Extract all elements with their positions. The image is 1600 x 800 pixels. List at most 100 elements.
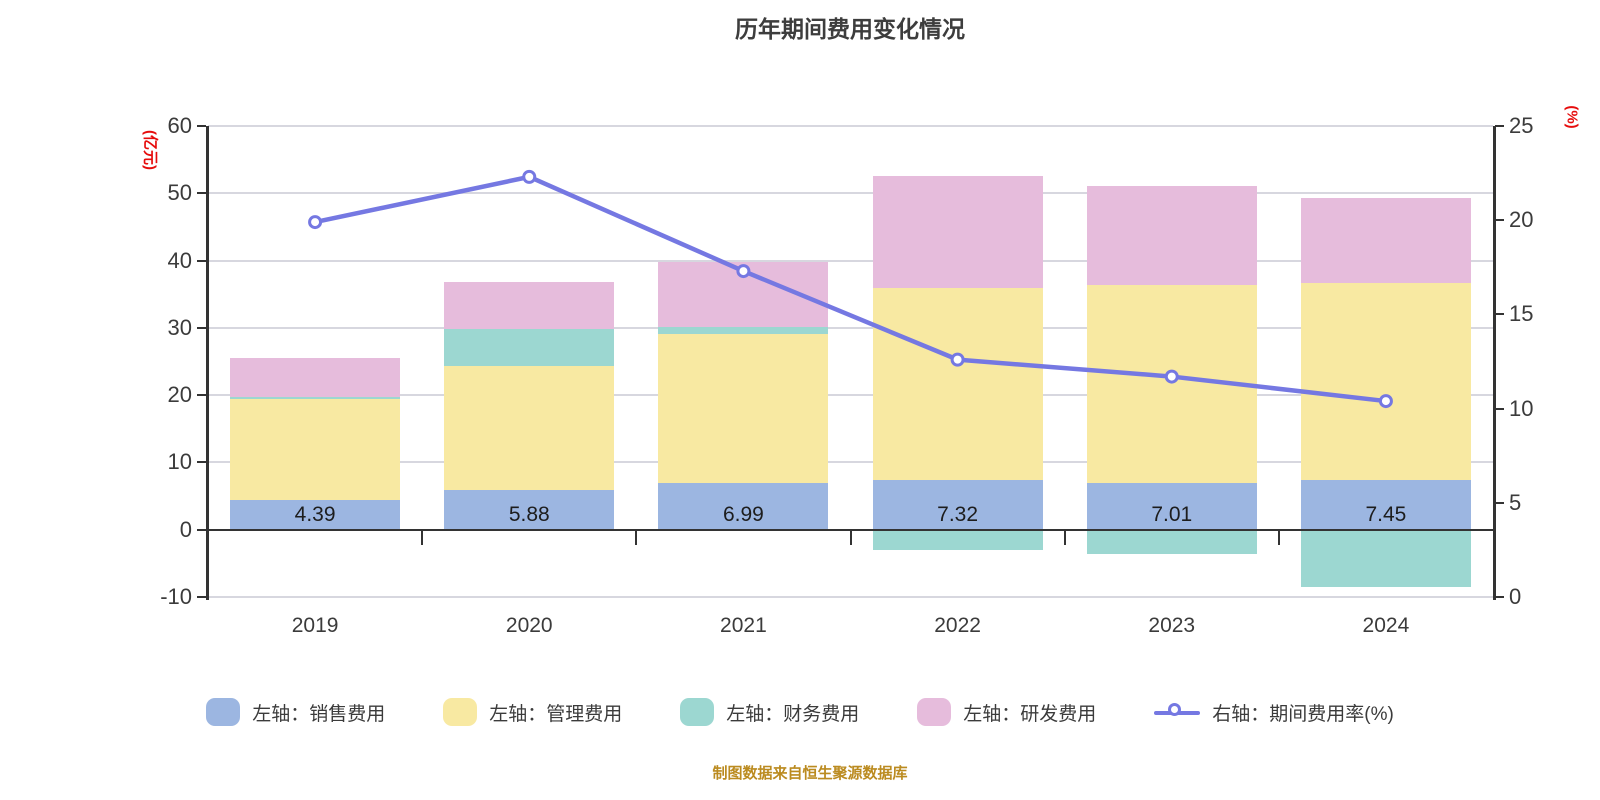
legend-dot-icon (1168, 703, 1182, 716)
left-axis-tick-label: 40 (167, 247, 192, 273)
grid-line (208, 461, 1493, 464)
x-axis-label: 2021 (720, 614, 767, 637)
left-axis-tick-label: 0 (179, 516, 192, 542)
left-axis-tick-label: 30 (167, 314, 192, 340)
bar-segment (658, 327, 829, 334)
left-axis-tick-label: -10 (160, 584, 192, 609)
bar-value-label: 7.32 (937, 502, 979, 526)
left-axis-tick-label: 10 (167, 449, 192, 475)
legend-label: 左轴：管理费用 (489, 703, 623, 725)
bar-segment (230, 397, 401, 400)
left-axis-tick (197, 528, 206, 531)
right-axis-unit-label: (%) (1563, 105, 1581, 129)
right-axis-tick (1495, 407, 1504, 410)
legend-item-line[interactable]: 右轴：期间费用率(%) (1154, 698, 1394, 726)
line-data-marker (522, 169, 537, 184)
left-axis-unit-label: (亿元) (141, 130, 159, 170)
left-axis-tick (197, 259, 206, 262)
grid-line (208, 125, 1493, 127)
x-axis-tick (849, 529, 852, 545)
left-axis-tick (197, 326, 206, 329)
x-axis-label: 2023 (1148, 614, 1196, 637)
bar-segment (1300, 479, 1471, 530)
legend-swatch-icon (206, 698, 241, 726)
x-axis-label: 2020 (505, 614, 553, 637)
legend-label: 右轴：期间费用率(%) (1212, 703, 1394, 725)
left-axis-tick-label: 60 (167, 113, 192, 138)
bar-segment (1086, 284, 1257, 483)
bar-segment (658, 333, 829, 483)
bar-segment (230, 358, 401, 398)
left-axis-tick-label: 50 (167, 180, 192, 206)
left-axis-spine (206, 126, 209, 600)
bar-value-label: 6.99 (722, 502, 764, 526)
x-axis-label: 2019 (291, 614, 339, 637)
right-axis-tick-label: 0 (1509, 584, 1522, 609)
right-axis-tick-label: 5 (1509, 489, 1522, 515)
legend-label: 左轴：销售费用 (252, 703, 386, 725)
x-axis-tick (421, 529, 424, 545)
bar-value-label: 7.45 (1365, 502, 1407, 526)
legend-label: 左轴：研发费用 (963, 703, 1097, 725)
x-axis-tick (1277, 529, 1280, 545)
bar-segment (444, 490, 615, 530)
chart-footer: 制图数据来自恒生聚源数据库 (712, 765, 908, 782)
legend-item-finance[interactable]: 左轴：财务费用 (680, 698, 859, 726)
bar-segment (230, 399, 401, 501)
legend-item-sales[interactable]: 左轴：销售费用 (206, 698, 385, 726)
x-axis-line (208, 528, 1493, 532)
x-axis-label: 2024 (1362, 614, 1410, 637)
bar-segment (1300, 283, 1471, 480)
legend-label: 左轴：财务费用 (726, 703, 860, 725)
bar-segment (1086, 482, 1257, 530)
right-axis-tick (1495, 125, 1504, 127)
bar-segment (1086, 529, 1257, 554)
left-axis-tick (197, 125, 206, 127)
right-axis-tick (1495, 313, 1504, 316)
line-data-marker (308, 215, 323, 230)
left-axis-tick (197, 596, 206, 598)
bar-segment (872, 288, 1043, 481)
x-axis-tick (635, 529, 638, 545)
legend-swatch-icon (680, 698, 715, 726)
bar-segment (1300, 529, 1471, 587)
right-axis-spine (1493, 126, 1496, 600)
right-axis-tick (1495, 596, 1504, 598)
right-axis-tick (1495, 219, 1504, 222)
x-axis-label: 2022 (934, 614, 981, 637)
right-axis-tick (1495, 501, 1504, 504)
bar-segment (444, 329, 615, 366)
x-axis-tick (1063, 529, 1066, 545)
bar-segment (444, 281, 615, 330)
legend-swatch-icon (917, 698, 952, 726)
right-axis-tick-label: 25 (1509, 113, 1534, 138)
right-axis-tick-label: 10 (1509, 395, 1534, 421)
left-axis-tick (197, 461, 206, 464)
left-axis-tick-label: 20 (167, 382, 192, 408)
legend: 左轴：销售费用 左轴：管理费用 左轴：财务费用 左轴：研发费用 右轴：期间费用率(%) (0, 698, 1600, 726)
bar-value-label: 4.39 (294, 502, 336, 526)
bar-segment (230, 500, 401, 530)
bar-segment (872, 529, 1043, 550)
bar-segment (658, 482, 829, 530)
bar-segment (1300, 197, 1471, 284)
right-axis-tick-label: 20 (1509, 207, 1534, 233)
left-axis-tick (197, 192, 206, 195)
bar-value-label: 7.01 (1151, 502, 1193, 526)
legend-swatch-icon (443, 698, 478, 726)
legend-item-rnd[interactable]: 左轴：研发费用 (917, 698, 1096, 726)
bar-value-label: 5.88 (508, 502, 550, 526)
bar-segment (444, 365, 615, 491)
left-axis-tick (197, 394, 206, 397)
legend-item-admin[interactable]: 左轴：管理费用 (443, 698, 622, 726)
bar-segment (658, 261, 829, 328)
grid-line (208, 192, 1493, 195)
bar-segment (1086, 186, 1257, 285)
chart-title: 历年期间费用变化情况 (735, 16, 965, 42)
bar-segment (872, 480, 1043, 530)
legend-line-marker-icon (1154, 698, 1201, 726)
grid-line (208, 596, 1493, 598)
bar-segment (872, 175, 1043, 289)
right-axis-tick-label: 15 (1509, 301, 1534, 327)
